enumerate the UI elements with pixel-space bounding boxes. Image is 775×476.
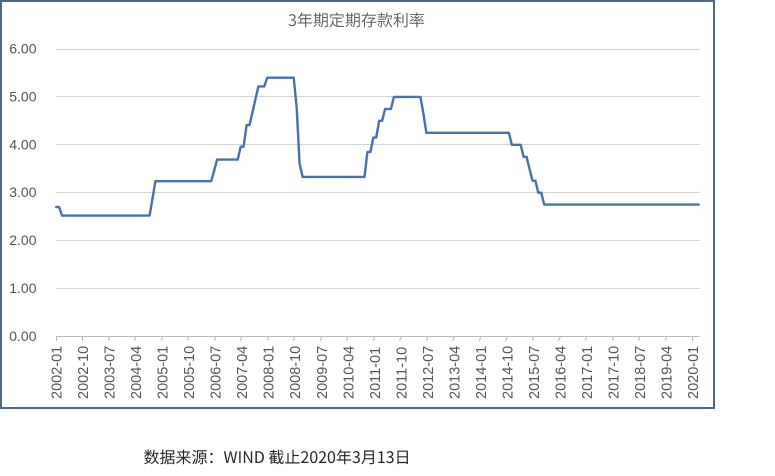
svg-text:2017-01: 2017-01 xyxy=(580,346,596,399)
svg-text:5.00: 5.00 xyxy=(9,88,36,104)
svg-text:1.00: 1.00 xyxy=(9,280,36,296)
svg-text:2008-10: 2008-10 xyxy=(288,346,304,399)
svg-text:0.00: 0.00 xyxy=(9,328,36,344)
svg-text:2018-07: 2018-07 xyxy=(633,346,649,399)
svg-text:2008-01: 2008-01 xyxy=(262,346,278,399)
svg-text:2006-07: 2006-07 xyxy=(209,346,225,399)
svg-text:2004-04: 2004-04 xyxy=(129,346,145,399)
svg-text:2010-04: 2010-04 xyxy=(341,346,357,399)
svg-text:3.00: 3.00 xyxy=(9,184,36,200)
svg-text:2019-04: 2019-04 xyxy=(660,346,676,399)
svg-text:2015-07: 2015-07 xyxy=(527,346,543,399)
svg-text:2014-10: 2014-10 xyxy=(500,346,516,399)
svg-text:2020-01: 2020-01 xyxy=(686,346,702,399)
svg-text:2014-01: 2014-01 xyxy=(474,346,490,399)
svg-text:2.00: 2.00 xyxy=(9,232,36,248)
svg-text:2017-10: 2017-10 xyxy=(607,346,623,399)
svg-text:2009-07: 2009-07 xyxy=(315,346,331,399)
svg-text:2003-07: 2003-07 xyxy=(103,346,119,399)
svg-text:4.00: 4.00 xyxy=(9,136,36,152)
svg-text:2005-10: 2005-10 xyxy=(182,346,198,399)
svg-text:2013-04: 2013-04 xyxy=(447,346,463,399)
svg-text:2012-07: 2012-07 xyxy=(421,346,437,399)
svg-text:6.00: 6.00 xyxy=(9,41,36,57)
svg-text:2007-04: 2007-04 xyxy=(235,346,251,399)
svg-text:2002-01: 2002-01 xyxy=(50,346,66,399)
svg-text:2011-10: 2011-10 xyxy=(394,347,410,399)
svg-text:2002-10: 2002-10 xyxy=(76,346,92,399)
svg-text:2011-01: 2011-01 xyxy=(368,347,384,399)
svg-text:2005-01: 2005-01 xyxy=(156,346,172,399)
svg-text:2016-04: 2016-04 xyxy=(554,346,570,399)
